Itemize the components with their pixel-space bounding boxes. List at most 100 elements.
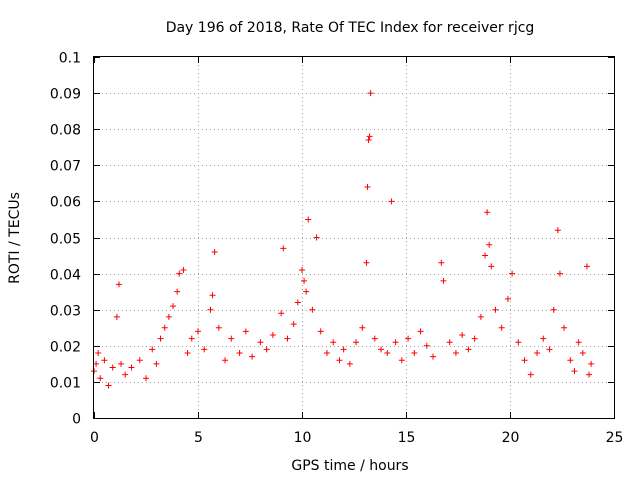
data-point (482, 252, 489, 259)
data-point (188, 335, 195, 342)
data-point (567, 357, 574, 364)
data-point (149, 346, 156, 353)
data-point (309, 306, 316, 313)
data-point (170, 303, 177, 310)
y-tick-label: 0.03 (50, 304, 81, 320)
data-point (303, 288, 310, 295)
y-tick-label: 0.07 (50, 159, 81, 175)
data-point (392, 339, 399, 346)
x-axis: 0 5 10 15 20 25 (90, 57, 623, 446)
data-point (430, 353, 437, 360)
data-point (323, 350, 330, 357)
plot-frame (93, 56, 615, 419)
data-point (278, 310, 285, 317)
data-point (527, 371, 534, 378)
data-point (353, 339, 360, 346)
data-point (222, 357, 229, 364)
x-tick-label: 0 (90, 430, 99, 446)
x-tick-label: 10 (294, 430, 312, 446)
data-point (165, 313, 172, 320)
data-point (294, 299, 301, 306)
data-point (575, 339, 582, 346)
data-point (405, 335, 412, 342)
data-points (91, 90, 595, 389)
y-tick-label: 0.05 (50, 232, 81, 248)
data-point (113, 313, 120, 320)
x-tick-label: 25 (606, 430, 624, 446)
data-point (257, 339, 264, 346)
data-point (269, 331, 276, 338)
data-point (554, 227, 561, 234)
x-tick-label: 5 (194, 430, 203, 446)
data-point (301, 277, 308, 284)
data-point (471, 335, 478, 342)
data-point (284, 335, 291, 342)
data-point (588, 360, 595, 367)
data-point (118, 360, 125, 367)
data-point (423, 342, 430, 349)
data-point (143, 375, 149, 382)
data-point (546, 346, 553, 353)
chart-title: Day 196 of 2018, Rate Of TEC Index for r… (166, 20, 535, 36)
data-point (263, 346, 270, 353)
data-point (452, 350, 459, 357)
data-point (209, 292, 216, 299)
data-point (411, 350, 418, 357)
y-tick-label: 0.02 (50, 340, 81, 356)
data-point (207, 306, 214, 313)
data-point (484, 209, 491, 216)
data-point (101, 357, 108, 364)
data-point (95, 350, 102, 357)
y-axis-label: ROTI / TECUs (7, 192, 23, 284)
data-point (492, 306, 499, 313)
data-point (359, 324, 366, 331)
grid-layer (94, 57, 614, 418)
data-point (122, 371, 129, 378)
data-point (366, 133, 373, 140)
data-point (365, 137, 372, 144)
data-point (586, 371, 593, 378)
data-point (180, 266, 187, 273)
data-point (174, 288, 181, 295)
data-point (249, 353, 256, 360)
data-point (105, 382, 112, 389)
data-point (184, 350, 191, 357)
data-point (556, 270, 563, 277)
y-tick-label: 0.04 (50, 268, 81, 284)
data-point (388, 198, 395, 205)
data-point (583, 263, 590, 270)
data-point (317, 328, 324, 335)
data-point (465, 346, 472, 353)
data-point (109, 364, 116, 371)
x-tick-label: 15 (398, 430, 416, 446)
y-tick-label: 0.06 (50, 195, 81, 211)
data-point (486, 241, 493, 248)
data-point (367, 90, 374, 97)
data-point (280, 245, 287, 252)
data-point (157, 335, 164, 342)
y-tick-label: 0.01 (50, 376, 81, 392)
data-point (340, 346, 347, 353)
data-point (540, 335, 547, 342)
data-point (228, 335, 235, 342)
data-point (305, 216, 312, 223)
data-point (498, 324, 505, 331)
data-point (440, 277, 447, 284)
data-point (504, 295, 511, 302)
data-point (438, 259, 445, 266)
data-point (236, 350, 243, 357)
data-point (161, 324, 168, 331)
data-point (330, 339, 337, 346)
data-point (371, 335, 378, 342)
y-tick-label: 0 (72, 412, 81, 428)
data-point (561, 324, 568, 331)
data-point (93, 360, 100, 367)
data-point (378, 346, 385, 353)
data-point (176, 270, 183, 277)
data-point (364, 183, 371, 190)
data-point (579, 350, 586, 357)
data-point (97, 375, 104, 382)
data-point (299, 266, 305, 273)
data-point (242, 328, 249, 335)
